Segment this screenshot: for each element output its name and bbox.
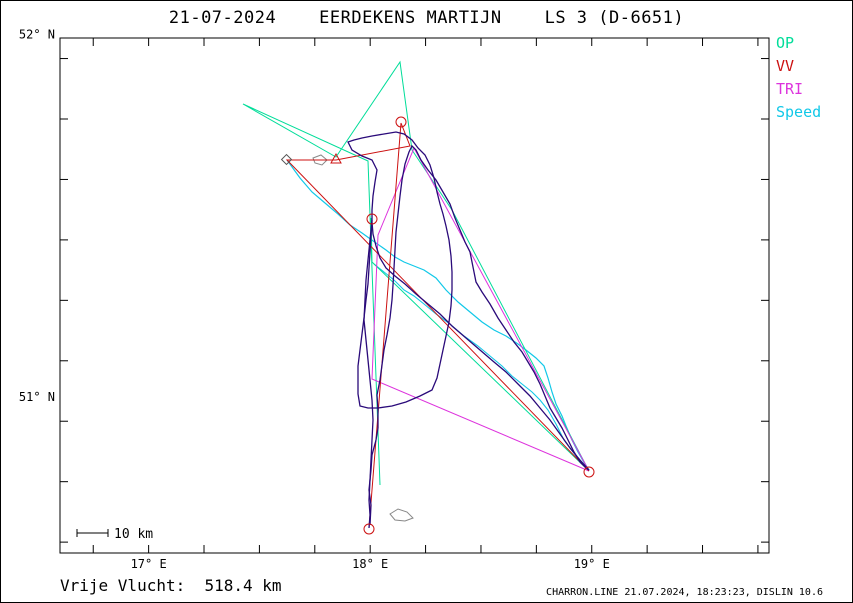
flight-trace-final: [363, 219, 374, 529]
axis-labels: 52° N 51° N 17° E 18° E 19° E: [19, 27, 610, 571]
scale-bar: 10 km: [76, 527, 153, 542]
turnpoint-marker: [363, 523, 375, 535]
tri-task-line: [371, 146, 590, 472]
plot-area: [59, 37, 770, 554]
scale-bar-label: 10 km: [114, 527, 153, 542]
legend-op: OP: [776, 34, 795, 52]
flight-trace-return: [347, 131, 590, 471]
footer-text: CHARRON.LINE 21.07.2024, 18:23:23, DISLI…: [546, 587, 823, 598]
lat-label: 52° N: [19, 27, 55, 41]
flight-trace: [368, 144, 590, 526]
lake-shape: [389, 508, 414, 522]
op-task-line: [242, 60, 590, 486]
lat-label: 51° N: [19, 390, 55, 404]
turnpoint-marker: [583, 466, 595, 478]
flight-title: 21-07-2024 EERDEKENS MARTIJN LS 3 (D-665…: [168, 8, 685, 28]
vv-free-flight-line: [285, 122, 590, 529]
speed-track-return: [373, 263, 590, 471]
lake-shape: [312, 154, 328, 166]
legend-vv: VV: [776, 57, 795, 75]
legend-speed: Speed: [776, 103, 822, 121]
turnpoint-marker: [366, 213, 378, 225]
turnpoint-diamond: [280, 153, 293, 166]
turnpoint-marker: [395, 116, 407, 128]
lon-label: 19° E: [574, 557, 610, 571]
legend-tri: TRI: [776, 80, 804, 98]
turnpoint-triangle: [330, 152, 342, 164]
lon-label: 18° E: [352, 557, 388, 571]
distance-text: Vrije Vlucht: 518.4 km: [60, 576, 282, 595]
axis-ticks: [60, 38, 769, 553]
speed-track: [286, 159, 590, 471]
lon-label: 17° E: [131, 557, 167, 571]
